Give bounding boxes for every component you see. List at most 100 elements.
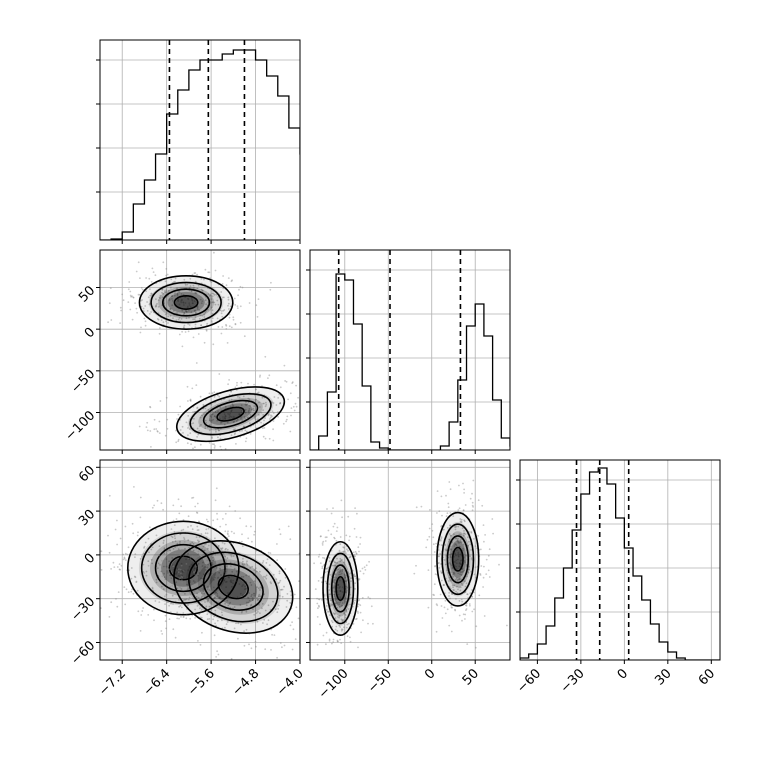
joint-3-2-sample-point [458, 578, 461, 581]
joint-3-1-sample-point [184, 598, 187, 601]
joint-3-2-sample-point [440, 579, 443, 582]
joint-3-1-y-tick-label: −60 [68, 638, 98, 668]
joint-2-1-sample-point [230, 434, 233, 437]
joint-3-1-sample-point [232, 555, 235, 558]
joint-3-2-sample-point [457, 555, 460, 558]
joint-3-2-sample-point [463, 569, 466, 572]
joint-2-1-cluster [138, 355, 309, 450]
joint-2-1-sample-point [279, 402, 282, 404]
joint-3-1-sample-point [269, 552, 272, 554]
joint-3-1-sample-point [175, 572, 178, 575]
joint-2-1-sample-point [213, 447, 216, 449]
joint-3-1-x-tick-label: −4.0 [274, 666, 307, 699]
joint-3-2-sample-point [467, 536, 469, 539]
joint-3-1-sample-point [137, 531, 139, 534]
joint-2-1-sample-point [203, 314, 205, 316]
joint-2-1-sample-point [209, 414, 212, 417]
joint-3-2-sample-point [432, 536, 435, 539]
joint-2-1-sample-point [307, 391, 309, 393]
joint-2-1-sample-point [149, 288, 151, 291]
joint-3-1-sample-point [188, 596, 191, 599]
joint-2-1-density-level [148, 281, 224, 324]
joint-3-2-sample-point [492, 532, 494, 535]
joint-2-1-sample-point [227, 302, 230, 305]
joint-2-1-sample-point [167, 315, 170, 318]
joint-2-1-sample-point [219, 445, 222, 448]
joint-2-1-sample-point [159, 297, 162, 299]
joint-3-2-sample-point [456, 592, 459, 594]
joint-3-1-contour-line [217, 574, 249, 600]
joint-3-1-sample-point [161, 575, 164, 578]
joint-3-1-sample-point [214, 499, 217, 502]
joint-3-1-sample-point [221, 548, 223, 550]
joint-2-1-sample-point [218, 395, 221, 398]
joint-2-1-sample-point [188, 316, 190, 319]
joint-2-1-sample-point [203, 316, 206, 318]
joint-3-1-sample-point [253, 580, 256, 583]
joint-3-1-sample-point [248, 643, 250, 646]
joint-2-1-sample-point [138, 229, 140, 231]
joint-3-1-sample-point [223, 574, 226, 576]
joint-2-1-sample-point [137, 293, 140, 296]
joint-3-1-sample-point [253, 569, 256, 572]
joint-3-1-sample-point [161, 559, 163, 562]
joint-3-2-sample-point [348, 539, 350, 542]
joint-2-1-sample-point [188, 287, 191, 289]
joint-2-1-sample-point [185, 421, 188, 424]
joint-3-2-sample-point [440, 563, 442, 565]
joint-3-1-sample-point [278, 595, 281, 597]
joint-2-1-sample-point [187, 298, 190, 301]
joint-2-1-sample-point [243, 335, 246, 338]
joint-3-1-sample-point [221, 547, 224, 549]
joint-3-2-sample-point [329, 593, 331, 596]
joint-2-1-sample-point [194, 280, 197, 283]
joint-3-2-sample-point [356, 610, 359, 613]
joint-3-2-sample-point [461, 600, 464, 603]
joint-3-2-sample-point [453, 584, 456, 587]
joint-2-1-sample-point [244, 429, 247, 432]
joint-3-2-sample-point [360, 631, 362, 634]
joint-2-1-sample-point [242, 395, 245, 398]
joint-3-1-sample-point [116, 566, 119, 568]
joint-2-1-sample-point [217, 303, 220, 306]
joint-3-1-sample-point [178, 585, 181, 588]
joint-3-1-sample-point [201, 592, 203, 595]
joint-2-1-sample-point [110, 319, 113, 321]
joint-3-1-sample-point [171, 541, 174, 543]
joint-3-2-sample-point [447, 502, 450, 505]
joint-3-1-sample-point [208, 605, 211, 608]
joint-3-1-sample-point [240, 576, 243, 578]
joint-3-1-sample-point [253, 533, 256, 536]
joint-3-1-sample-point [127, 591, 130, 594]
joint-3-2-sample-point [350, 577, 353, 579]
joint-3-1-sample-point [264, 576, 267, 578]
joint-2-1-sample-point [212, 301, 214, 303]
joint-3-1-sample-point [281, 646, 283, 649]
joint-3-1-sample-point [189, 542, 192, 545]
joint-3-2-sample-point [431, 529, 434, 532]
joint-2-1-sample-point [224, 405, 227, 408]
joint-3-2-contour-line [451, 546, 464, 572]
joint-3-1-sample-point [229, 580, 232, 582]
joint-3-1-sample-point [157, 562, 160, 565]
joint-3-1-sample-point [211, 563, 214, 566]
joint-2-1-sample-point [225, 328, 228, 330]
joint-3-2-sample-point [333, 522, 336, 525]
joint-2-1-sample-point [190, 297, 193, 300]
joint-3-2-sample-point [451, 567, 454, 570]
joint-2-1-sample-point [208, 429, 211, 432]
joint-3-1-sample-point [302, 621, 304, 623]
marginal-3-content [520, 460, 720, 660]
joint-2-1-sample-point [237, 395, 239, 398]
joint-2-1-cluster [107, 229, 272, 348]
joint-3-1-panel [100, 460, 304, 660]
joint-3-1-sample-point [207, 572, 210, 575]
joint-2-1-sample-point [279, 402, 281, 405]
joint-2-1-sample-point [187, 297, 189, 300]
joint-3-1-sample-point [177, 548, 180, 550]
joint-3-1-sample-point [261, 607, 263, 610]
joint-3-2-sample-point [444, 548, 447, 551]
joint-2-1-density-level [176, 387, 285, 442]
joint-3-2-sample-point [339, 543, 342, 546]
joint-3-1-sample-point [271, 633, 273, 636]
